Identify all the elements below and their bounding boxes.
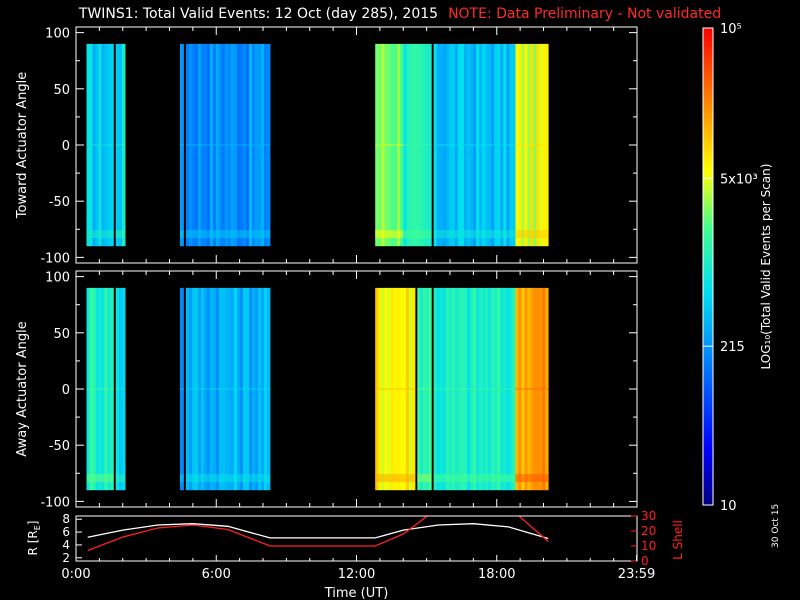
- l-shell-line: [87, 516, 549, 552]
- colorbar-tick-label: 10⁵: [720, 22, 742, 37]
- center-band: [433, 144, 516, 146]
- data-segment: [185, 287, 271, 491]
- edge-band: [115, 474, 126, 483]
- colorbar: 10 215 5x10³ 10⁵ LOG₁₀(Total Valid Events pe…: [702, 22, 773, 514]
- edge-band: [180, 230, 184, 239]
- label-end: ]: [26, 521, 40, 526]
- x-tick-label: 6:00: [202, 567, 231, 582]
- center-band: [375, 388, 415, 390]
- center-band: [417, 388, 432, 390]
- data-segment: [115, 43, 126, 247]
- colorbar-tick-label: 10: [720, 499, 737, 514]
- y-tick-label: -50: [49, 439, 70, 454]
- y-right-axis-label: L Shell: [671, 520, 685, 560]
- edge-band: [86, 474, 114, 483]
- edge-band: [185, 474, 271, 483]
- y-tick-label: 50: [53, 83, 70, 98]
- edge-band: [417, 474, 432, 483]
- data-segment: [86, 287, 114, 491]
- edge-band: [433, 230, 516, 239]
- center-band: [375, 144, 404, 146]
- y-tick-label: -100: [40, 251, 70, 266]
- y-tick-label: 0: [62, 383, 70, 398]
- edge-band: [515, 474, 549, 483]
- spectrogram-panels: 100 50 0 -50 -100 Toward Actuator Angle 100 50 0…: [15, 26, 638, 510]
- edge-band: [403, 230, 432, 239]
- center-band: [433, 388, 516, 390]
- panel-frame: [75, 270, 638, 508]
- spectrogram-panel-1: 100 50 0 -50 -100 Toward Actuator Angle: [15, 26, 638, 266]
- center-band: [115, 388, 126, 390]
- y-left-tick-label: 4: [62, 538, 70, 552]
- label-subscript: E: [33, 525, 42, 530]
- figure-title: TWINS1: Total Valid Events: 12 Oct (day …: [0, 6, 800, 22]
- x-tick-label: 23:59: [618, 567, 655, 582]
- x-axis-label: Time (UT): [324, 586, 389, 600]
- colorbar-gradient: [703, 28, 713, 505]
- y-left-tick-label: 2: [62, 551, 70, 565]
- data-segment: [86, 43, 114, 247]
- x-tick-label: 0:00: [61, 567, 90, 582]
- r-distance-line: [87, 523, 549, 540]
- data-segment: [433, 287, 516, 491]
- edge-band: [515, 230, 549, 239]
- colorbar-tick-label: 5x10³: [720, 172, 758, 187]
- data-segment: [515, 43, 549, 247]
- data-segment: [515, 287, 549, 491]
- center-band: [515, 388, 549, 390]
- data-segment: [403, 43, 432, 247]
- edge-band: [115, 230, 126, 239]
- y-right-tick-label: 10: [641, 539, 656, 553]
- edge-band: [180, 474, 184, 483]
- center-band: [403, 144, 432, 146]
- edge-band: [86, 230, 114, 239]
- label-main: R [R: [26, 530, 40, 555]
- x-tick-label: 12:00: [338, 567, 375, 582]
- data-segment: [433, 43, 516, 247]
- center-band: [515, 144, 549, 146]
- colorbar-label: LOG₁₀(Total Valid Events per Scan): [759, 164, 773, 370]
- title-text: TWINS1: Total Valid Events: 12 Oct (day …: [78, 6, 439, 22]
- edge-band: [375, 230, 404, 239]
- edge-band: [433, 474, 516, 483]
- y-tick-label: 0: [62, 139, 70, 154]
- edge-band: [185, 230, 271, 239]
- data-segment: [417, 287, 432, 491]
- y-tick-label: -100: [40, 495, 70, 510]
- y-left-axis-label: R [RE]: [26, 521, 42, 556]
- data-segment: [375, 43, 404, 247]
- y-tick-label: 100: [45, 271, 70, 286]
- y-right-tick-label: 30: [641, 509, 656, 523]
- center-band: [86, 144, 114, 146]
- center-band: [185, 388, 271, 390]
- data-segment: [180, 43, 184, 247]
- center-band: [185, 144, 271, 146]
- y-axis-label: Toward Actuator Angle: [15, 72, 30, 219]
- data-segment: [185, 43, 271, 247]
- edge-band: [375, 474, 415, 483]
- center-band: [115, 144, 126, 146]
- spectrogram-panel-2: 100 50 0 -50 -100 Away Actuator Angle: [15, 270, 638, 510]
- y-tick-label: -50: [49, 195, 70, 210]
- data-segment: [375, 287, 416, 491]
- center-band: [180, 388, 184, 390]
- y-tick-label: 50: [53, 327, 70, 342]
- y-tick-label: 100: [45, 27, 70, 42]
- data-segment: [180, 287, 184, 491]
- colorbar-tick-label: 215: [720, 340, 745, 355]
- preliminary-note: NOTE: Data Preliminary - Not validated: [448, 6, 722, 22]
- data-segment: [115, 287, 126, 491]
- y-left-tick-label: 8: [62, 512, 70, 526]
- center-band: [180, 144, 184, 146]
- center-band: [86, 388, 114, 390]
- y-left-tick-label: 6: [62, 525, 70, 539]
- x-tick-label: 18:00: [478, 567, 515, 582]
- panel-frame: [75, 26, 638, 264]
- y-right-tick-label: 20: [641, 524, 656, 538]
- y-axis-label: Away Actuator Angle: [15, 321, 30, 456]
- y-right-tick-label: 0: [641, 554, 649, 568]
